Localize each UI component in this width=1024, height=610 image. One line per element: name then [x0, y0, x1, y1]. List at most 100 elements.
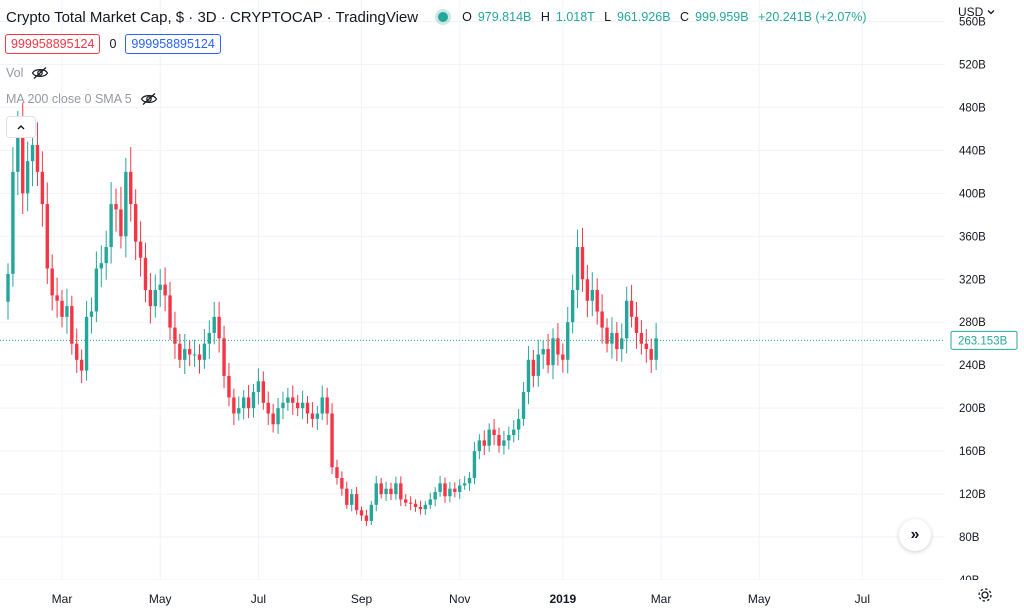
- candle: [271, 403, 275, 433]
- candle: [399, 476, 403, 507]
- candle: [94, 251, 99, 323]
- candle: [546, 334, 550, 374]
- candle: [536, 339, 540, 387]
- candle: [350, 489, 354, 512]
- candle: [575, 229, 580, 309]
- eye-off-icon[interactable]: [31, 66, 49, 80]
- candle: [202, 329, 207, 369]
- eye-off-icon[interactable]: [140, 92, 158, 106]
- candle: [364, 509, 369, 527]
- candle: [295, 394, 300, 417]
- candle: [212, 301, 216, 345]
- candle: [217, 301, 221, 353]
- chart-header: Crypto Total Market Cap, $ · 3D · CRYPTO…: [6, 6, 867, 28]
- candle: [129, 147, 133, 222]
- candle: [183, 334, 187, 374]
- candle: [192, 339, 197, 367]
- y-tick-label: 40B: [959, 575, 980, 580]
- candle: [615, 322, 619, 362]
- candle: [521, 381, 526, 426]
- candle: [448, 481, 452, 503]
- candle: [404, 494, 408, 507]
- price-chart[interactable]: [0, 0, 945, 580]
- candle: [384, 481, 388, 501]
- candle: [453, 482, 457, 498]
- y-tick-label: 120B: [959, 489, 986, 501]
- candle: [266, 391, 270, 425]
- ma-label: MA 200 close 0 SMA 5: [6, 92, 132, 106]
- x-tick-label: 2019: [549, 592, 576, 606]
- candle: [178, 334, 182, 369]
- scroll-to-realtime-button[interactable]: »: [899, 519, 931, 551]
- candle: [418, 500, 423, 515]
- ma-indicator[interactable]: MA 200 close 0 SMA 5: [6, 92, 158, 106]
- candle: [114, 188, 118, 232]
- candle: [561, 343, 565, 373]
- candle: [340, 471, 344, 496]
- candle: [261, 371, 266, 410]
- candle: [394, 476, 398, 500]
- y-tick-label: 280B: [959, 317, 986, 329]
- x-tick-label: Jul: [251, 592, 266, 606]
- candle: [438, 475, 442, 497]
- x-tick-label: Nov: [449, 592, 470, 606]
- candle: [256, 368, 261, 405]
- candle: [620, 323, 624, 362]
- candle: [227, 363, 231, 407]
- candle: [109, 181, 113, 264]
- y-tick-label: 200B: [959, 403, 986, 415]
- candles: [6, 102, 658, 527]
- candle: [354, 487, 359, 515]
- x-tick-label: May: [149, 592, 172, 606]
- candle: [232, 388, 236, 426]
- candle: [237, 396, 241, 421]
- y-tick-label: 520B: [959, 59, 986, 71]
- candle: [79, 349, 84, 384]
- candle: [187, 340, 192, 367]
- candle: [325, 387, 329, 425]
- price-axis[interactable]: 40B 80B 120B 160B 200B 240B 280B 320B 360B 400B 44…: [945, 0, 1024, 580]
- candle: [6, 263, 10, 320]
- y-tick-label: 80B: [959, 532, 980, 544]
- candle: [654, 322, 658, 371]
- y-tick-label: 560B: [959, 16, 986, 28]
- candle: [379, 477, 383, 499]
- gear-icon[interactable]: [976, 586, 994, 604]
- candle: [119, 186, 123, 249]
- candle: [502, 430, 506, 455]
- candle: [600, 294, 604, 344]
- y-tick-label: 160B: [959, 446, 986, 458]
- candle: [158, 268, 162, 308]
- candle: [423, 501, 428, 515]
- time-axis[interactable]: MarMayJulSepNov2019MarMayJulSe: [0, 580, 945, 610]
- collapse-legend-button[interactable]: [6, 116, 36, 138]
- candle: [320, 385, 324, 421]
- close-value: C 999.959B: [680, 10, 749, 24]
- candle: [153, 274, 157, 318]
- candle: [50, 254, 54, 311]
- candle: [246, 385, 251, 419]
- vol-indicator[interactable]: Vol: [6, 66, 49, 80]
- candle: [241, 390, 246, 420]
- candle: [45, 182, 49, 285]
- x-tick-label: Jul: [855, 592, 870, 606]
- price-badges: 999958895124 0 999958895124: [5, 34, 221, 54]
- candle: [605, 318, 609, 353]
- buy-price-badge[interactable]: 999958895124: [125, 34, 221, 54]
- candle: [531, 349, 536, 388]
- candle: [251, 384, 256, 418]
- candle: [25, 141, 30, 212]
- sell-price-badge[interactable]: 999958895124: [5, 34, 101, 54]
- candle: [624, 286, 629, 354]
- x-tick-label: Mar: [651, 592, 672, 606]
- candle: [551, 328, 555, 380]
- candle: [487, 423, 491, 452]
- candle: [374, 475, 378, 512]
- x-tick-label: May: [748, 592, 771, 606]
- ohlc-legend: O 979.814B H 1.018T L 961.926B C 999.959B +2…: [462, 10, 866, 24]
- currency-selector[interactable]: USD: [958, 5, 996, 19]
- currency-label: USD: [958, 5, 984, 19]
- candle: [11, 147, 15, 287]
- y-tick-label: 480B: [959, 102, 986, 114]
- candle: [310, 402, 315, 428]
